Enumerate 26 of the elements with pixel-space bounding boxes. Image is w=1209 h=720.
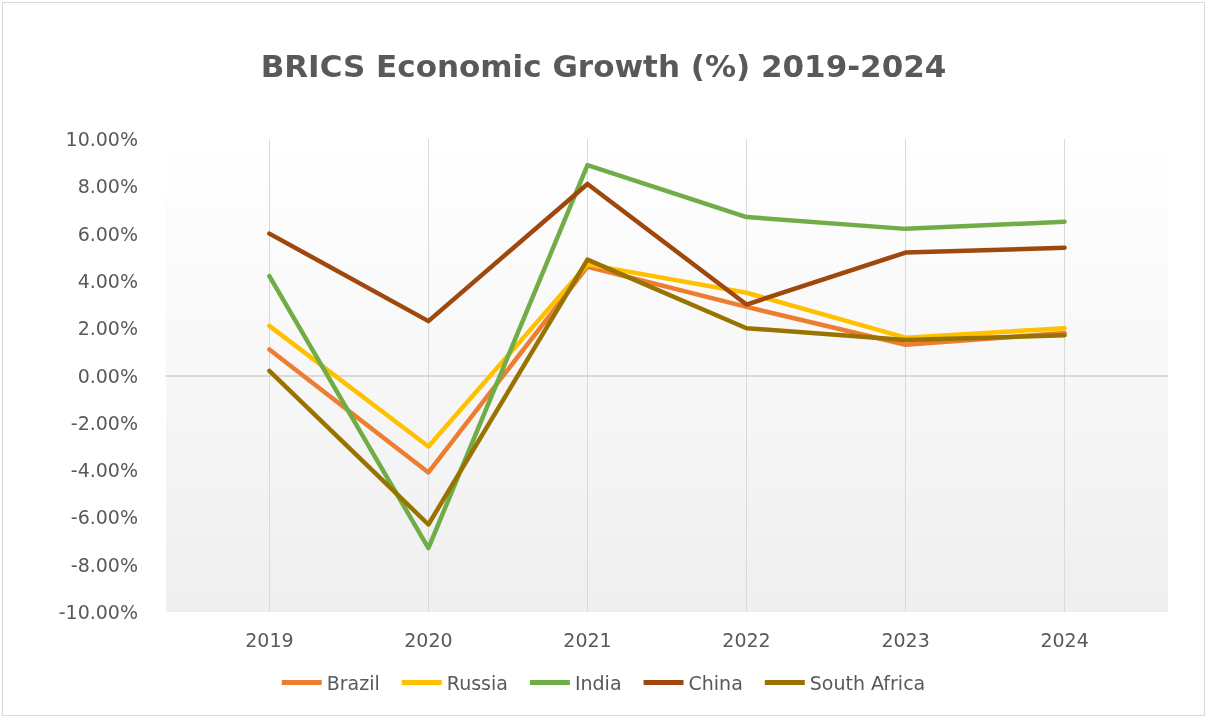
y-tick-label: -6.00% xyxy=(70,506,138,529)
x-tick-label: 2021 xyxy=(563,628,612,651)
legend-label: Brazil xyxy=(326,671,380,694)
legend-label: China xyxy=(688,671,743,694)
y-tick-label: 2.00% xyxy=(77,317,138,340)
y-tick-label: 6.00% xyxy=(77,222,138,245)
x-tick-label: 2020 xyxy=(404,628,453,651)
line-series xyxy=(267,162,1067,551)
y-tick-label: -10.00% xyxy=(58,601,138,623)
y-tick-label: 10.00% xyxy=(65,128,138,150)
x-tick-label: 2024 xyxy=(1040,628,1089,651)
y-tick-label: 0.00% xyxy=(77,364,138,387)
y-tick-label: 4.00% xyxy=(77,269,138,292)
y-tick-label: -2.00% xyxy=(70,411,138,434)
chart-title: BRICS Economic Growth (%) 2019-2024 xyxy=(260,47,947,84)
y-tick-label: 8.00% xyxy=(77,175,138,198)
y-tick-label: -4.00% xyxy=(70,459,138,482)
x-tick-label: 2023 xyxy=(881,628,930,651)
x-tick-label: 2022 xyxy=(722,628,771,651)
legend-label: South Africa xyxy=(809,671,926,694)
line-series xyxy=(267,257,1067,527)
x-tick-label: 2019 xyxy=(245,628,294,651)
legend-label: Russia xyxy=(446,671,508,694)
legend-label: India xyxy=(574,671,622,694)
line-series xyxy=(267,181,1067,324)
y-tick-label: -8.00% xyxy=(70,553,138,576)
